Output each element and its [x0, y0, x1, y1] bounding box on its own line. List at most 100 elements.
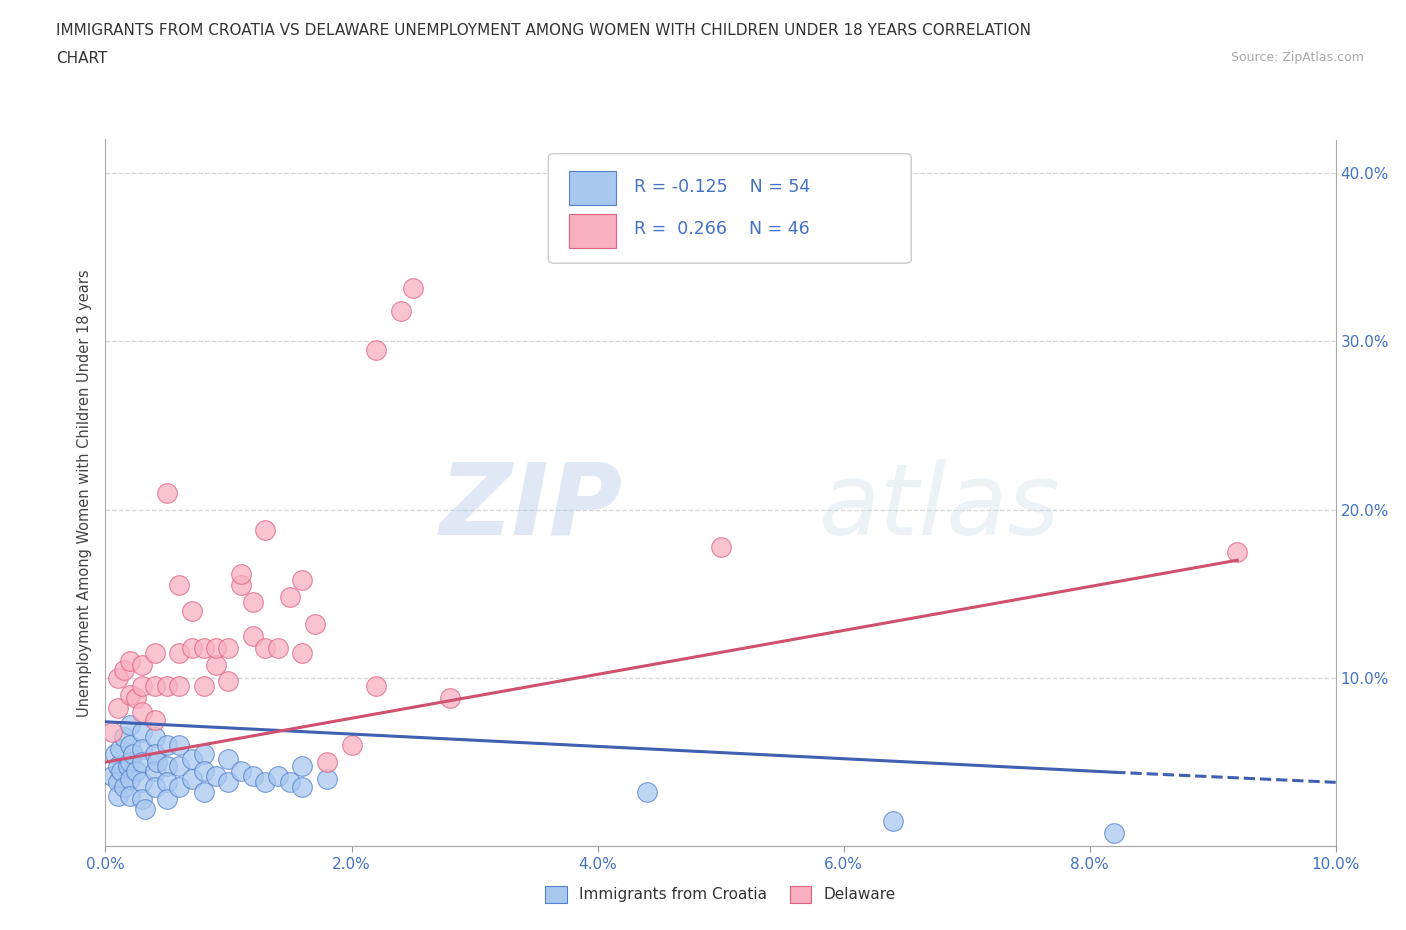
Point	[193, 764, 215, 778]
FancyBboxPatch shape	[548, 153, 911, 263]
Point	[143, 679, 166, 694]
Point	[110, 764, 132, 778]
Point	[156, 775, 179, 790]
Point	[205, 768, 228, 783]
Point	[104, 746, 127, 761]
Point	[218, 640, 240, 655]
Point	[120, 687, 141, 702]
Point	[110, 741, 132, 756]
Point	[389, 304, 412, 319]
Point	[242, 768, 264, 783]
Point	[100, 768, 122, 783]
Legend: Immigrants from Croatia, Delaware: Immigrants from Croatia, Delaware	[540, 880, 901, 910]
Point	[143, 645, 166, 660]
Point	[291, 758, 314, 773]
Point	[107, 775, 129, 790]
Point	[315, 755, 337, 770]
Point	[439, 691, 461, 706]
Point	[143, 729, 166, 744]
Point	[229, 566, 252, 581]
Point	[229, 578, 252, 593]
Point	[180, 604, 202, 618]
Text: R = -0.125    N = 54: R = -0.125 N = 54	[634, 178, 811, 196]
Point	[131, 704, 153, 719]
Text: Source: ZipAtlas.com: Source: ZipAtlas.com	[1230, 51, 1364, 64]
Point	[340, 737, 363, 752]
Point	[120, 718, 141, 733]
Point	[1104, 826, 1126, 841]
Point	[125, 691, 148, 706]
Point	[120, 654, 141, 669]
Point	[267, 768, 290, 783]
Point	[366, 342, 388, 357]
Point	[402, 280, 425, 295]
Point	[636, 785, 658, 800]
Point	[205, 640, 228, 655]
Point	[146, 755, 169, 770]
Point	[120, 772, 141, 787]
Point	[112, 780, 135, 795]
Point	[193, 640, 215, 655]
Point	[205, 658, 228, 672]
Point	[131, 755, 153, 770]
Point	[291, 573, 314, 588]
Point	[131, 679, 153, 694]
Text: CHART: CHART	[56, 51, 108, 66]
Point	[131, 658, 153, 672]
Point	[107, 701, 129, 716]
Point	[169, 578, 191, 593]
Point	[169, 679, 191, 694]
Point	[107, 758, 129, 773]
Point	[107, 789, 129, 804]
Point	[366, 679, 388, 694]
Point	[169, 737, 191, 752]
Point	[169, 645, 191, 660]
Y-axis label: Unemployment Among Women with Children Under 18 years: Unemployment Among Women with Children U…	[77, 269, 93, 717]
Point	[112, 662, 135, 677]
Point	[254, 775, 277, 790]
Point	[112, 729, 135, 744]
Point	[180, 751, 202, 766]
Point	[156, 758, 179, 773]
Point	[169, 780, 191, 795]
FancyBboxPatch shape	[569, 171, 616, 206]
Point	[242, 595, 264, 610]
Point	[193, 679, 215, 694]
Point	[169, 758, 191, 773]
Point	[120, 737, 141, 752]
Point	[278, 775, 301, 790]
Point	[315, 772, 337, 787]
FancyBboxPatch shape	[569, 214, 616, 247]
Point	[1226, 544, 1249, 559]
Point	[156, 737, 179, 752]
Point	[193, 785, 215, 800]
Point	[242, 629, 264, 644]
Point	[131, 741, 153, 756]
Point	[218, 751, 240, 766]
Point	[156, 679, 179, 694]
Point	[180, 640, 202, 655]
Point	[267, 640, 290, 655]
Point	[218, 775, 240, 790]
Point	[107, 671, 129, 685]
Text: R =  0.266    N = 46: R = 0.266 N = 46	[634, 220, 810, 238]
Point	[131, 724, 153, 739]
Point	[134, 802, 156, 817]
Point	[120, 755, 141, 770]
Point	[254, 640, 277, 655]
Text: IMMIGRANTS FROM CROATIA VS DELAWARE UNEMPLOYMENT AMONG WOMEN WITH CHILDREN UNDER: IMMIGRANTS FROM CROATIA VS DELAWARE UNEM…	[56, 23, 1031, 38]
Point	[291, 645, 314, 660]
Point	[193, 746, 215, 761]
Point	[218, 674, 240, 689]
Point	[143, 780, 166, 795]
Point	[120, 789, 141, 804]
Point	[100, 724, 122, 739]
Point	[304, 617, 326, 631]
Point	[710, 539, 733, 554]
Point	[125, 764, 148, 778]
Point	[278, 590, 301, 604]
Point	[180, 772, 202, 787]
Point	[156, 485, 179, 500]
Point	[291, 780, 314, 795]
Point	[143, 746, 166, 761]
